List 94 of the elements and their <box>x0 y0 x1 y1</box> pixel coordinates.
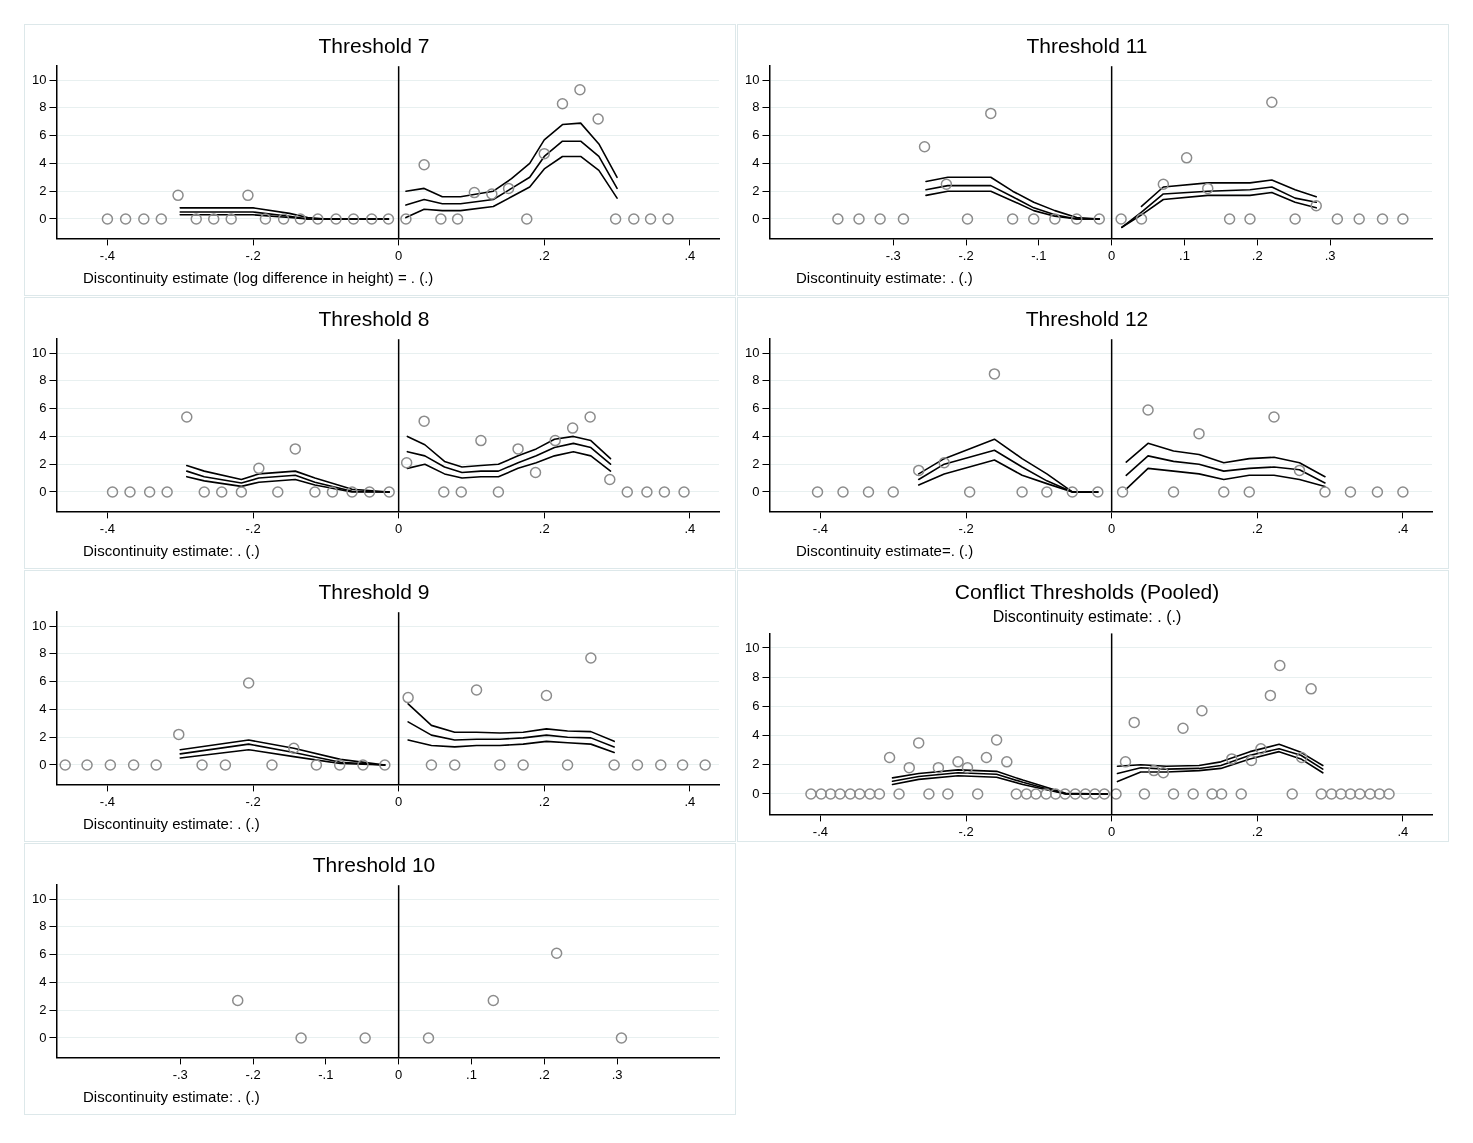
chart-title: Threshold 11 <box>1026 34 1148 58</box>
text: Discontinuity estimate: . (.) <box>796 268 974 288</box>
x-tick-label: -.2 <box>245 247 261 263</box>
x-tick-label: -.4 <box>99 793 116 809</box>
x-tick-label: .4 <box>684 793 696 809</box>
x-tick-label: -.2 <box>958 520 974 536</box>
chart-title: Threshold 12 <box>1025 307 1149 331</box>
y-tick-label: 2 <box>752 756 760 772</box>
x-tick-label: .2 <box>1251 823 1263 839</box>
y-tick-label: 2 <box>752 182 760 198</box>
y-tick-label: 4 <box>39 700 47 716</box>
y-tick-label: 6 <box>752 400 760 416</box>
y-tick-label: 6 <box>39 400 47 416</box>
x-tick-label: 0 <box>395 247 403 263</box>
y-tick-label: 6 <box>39 127 47 143</box>
chart-title: Threshold 8 <box>318 307 430 331</box>
x-tick-label: 0 <box>395 1066 403 1082</box>
y-tick-label: 2 <box>752 455 760 471</box>
x-tick-label: 0 <box>395 520 403 536</box>
y-tick-label: 4 <box>752 154 760 170</box>
y-tick-label: 8 <box>39 99 47 115</box>
y-tick-label: 0 <box>39 210 47 226</box>
y-tick-label: 4 <box>39 154 47 170</box>
x-tick-label: -.2 <box>245 793 261 809</box>
y-tick-label: 6 <box>39 673 47 689</box>
y-tick-label: 10 <box>31 344 47 360</box>
y-tick-label: 4 <box>752 427 760 443</box>
y-tick-label: 2 <box>39 455 47 471</box>
x-tick-label: .1 <box>466 1066 477 1082</box>
x-tick-label: .3 <box>1324 247 1336 263</box>
x-tick-label: -.1 <box>1031 247 1047 263</box>
x-tick-label: -.2 <box>245 1066 261 1082</box>
y-tick-label: 0 <box>39 756 47 772</box>
chart-title: Threshold 9 <box>318 580 430 604</box>
x-tick-label: -.4 <box>812 823 829 839</box>
x-tick-label: -.4 <box>99 247 116 263</box>
x-tick-label: 0 <box>1108 247 1116 263</box>
y-tick-label: 10 <box>31 71 47 87</box>
y-tick-label: 6 <box>39 946 47 962</box>
x-tick-label: -.3 <box>885 247 901 263</box>
y-tick-label: 10 <box>744 639 760 655</box>
x-tick-label: .3 <box>611 1066 623 1082</box>
x-tick-label: .2 <box>538 793 550 809</box>
x-tick-label: .4 <box>1397 823 1409 839</box>
y-tick-label: 0 <box>752 483 760 499</box>
x-tick-label: .2 <box>1251 520 1263 536</box>
y-tick-label: 10 <box>31 617 47 633</box>
x-tick-label: -.3 <box>172 1066 188 1082</box>
y-tick-label: 8 <box>39 918 47 934</box>
x-tick-label: .4 <box>684 247 696 263</box>
x-tick-label: .2 <box>538 520 550 536</box>
chart-title: Threshold 7 <box>318 34 430 58</box>
y-tick-label: 8 <box>39 372 47 388</box>
text: Discontinuity estimate: . (.) <box>83 541 261 561</box>
y-tick-label: 6 <box>752 127 760 143</box>
chart-title: Conflict Thresholds (Pooled) <box>954 580 1220 604</box>
y-tick-label: 10 <box>744 344 760 360</box>
chart-title: Threshold 10 <box>312 853 436 877</box>
y-tick-label: 8 <box>752 99 760 115</box>
y-tick-label: 0 <box>752 210 760 226</box>
y-tick-label: 2 <box>39 728 47 744</box>
x-tick-label: .2 <box>538 1066 550 1082</box>
x-tick-label: -.2 <box>958 823 974 839</box>
text: Discontinuity estimate (log difference in height) = . (.) <box>83 268 435 288</box>
y-tick-label: 8 <box>752 668 760 684</box>
y-tick-label: 4 <box>39 973 47 989</box>
x-tick-label: .1 <box>1179 247 1190 263</box>
y-tick-label: 10 <box>744 71 760 87</box>
y-tick-label: 0 <box>39 483 47 499</box>
chart-subtitle: Discontinuity estimate: . (.) <box>992 608 1182 626</box>
x-tick-label: .4 <box>1397 520 1409 536</box>
text: Discontinuity estimate: . (.) <box>83 1087 261 1107</box>
x-tick-label: .2 <box>538 247 550 263</box>
x-tick-label: -.2 <box>958 247 974 263</box>
y-tick-label: 10 <box>31 890 47 906</box>
x-tick-label: 0 <box>1108 520 1116 536</box>
y-tick-label: 0 <box>39 1029 47 1045</box>
y-tick-label: 6 <box>752 697 760 713</box>
y-tick-label: 8 <box>39 645 47 661</box>
x-tick-label: 0 <box>1108 823 1116 839</box>
x-tick-label: 0 <box>395 793 403 809</box>
x-tick-label: .2 <box>1251 247 1263 263</box>
x-tick-label: -.4 <box>812 520 829 536</box>
y-tick-label: 2 <box>39 1001 47 1017</box>
x-tick-label: -.2 <box>245 520 261 536</box>
x-tick-label: .4 <box>684 520 696 536</box>
text: Discontinuity estimate: . (.) <box>83 814 261 834</box>
x-tick-label: -.4 <box>99 520 116 536</box>
y-tick-label: 4 <box>752 727 760 743</box>
x-tick-label: -.1 <box>318 1066 334 1082</box>
y-tick-label: 8 <box>752 372 760 388</box>
text: Discontinuity estimate=. (.) <box>796 541 975 561</box>
y-tick-label: 2 <box>39 182 47 198</box>
y-tick-label: 4 <box>39 427 47 443</box>
